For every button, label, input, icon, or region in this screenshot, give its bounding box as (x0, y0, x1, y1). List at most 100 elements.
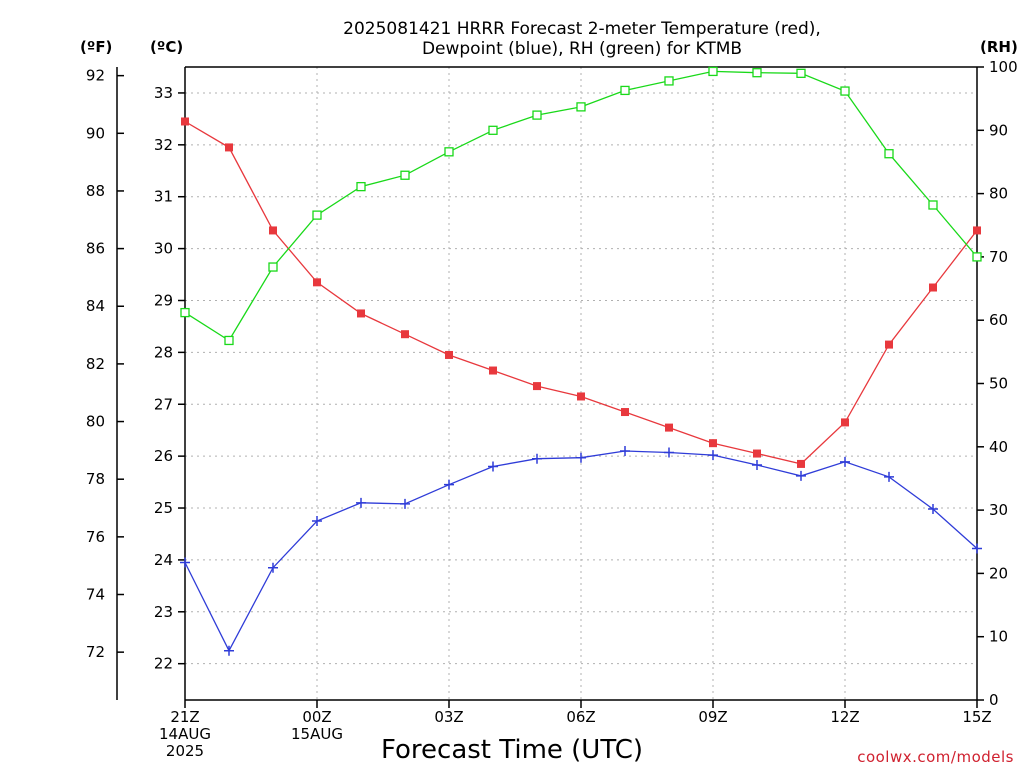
x-tick-label: 15Z (962, 708, 991, 726)
rh-tick-label: 40 (989, 438, 1008, 456)
data-point-rh (576, 102, 586, 112)
rh-tick-label: 30 (989, 501, 1008, 519)
data-point-rh (356, 181, 366, 192)
data-point-2-meter-temperature (973, 226, 981, 235)
x-tick-label: 21Z (170, 708, 199, 726)
data-point-2-meter-temperature (665, 423, 673, 432)
data-point-dewpoint (884, 471, 894, 482)
celsius-tick-label: 28 (154, 343, 173, 361)
data-point-dewpoint (576, 452, 586, 463)
rh-tick-label: 70 (989, 248, 1008, 266)
chart-title-line-2: Dewpoint (blue), RH (green) for KTMB (422, 39, 742, 59)
series-2-meter-temperature (181, 117, 981, 468)
data-point-rh (840, 86, 850, 96)
fahrenheit-tick-label: 90 (86, 124, 105, 142)
celsius-tick-label: 26 (154, 447, 173, 465)
data-point-2-meter-temperature (621, 408, 629, 417)
data-point-rh (620, 85, 630, 96)
fahrenheit-tick-label: 76 (86, 528, 105, 546)
data-point-rh (400, 170, 410, 180)
data-point-rh (312, 210, 322, 220)
celsius-tick-label: 32 (154, 136, 173, 154)
fahrenheit-tick-label: 82 (86, 355, 105, 373)
data-point-2-meter-temperature (929, 283, 937, 292)
data-point-dewpoint (532, 453, 542, 464)
rh-tick-label: 20 (989, 564, 1008, 582)
celsius-tick-label: 23 (154, 603, 173, 621)
data-point-dewpoint (752, 459, 762, 470)
x-tick-label: 00Z (302, 708, 331, 726)
data-point-rh (972, 252, 982, 262)
rh-axis-unit: (RH) (980, 38, 1018, 56)
data-point-2-meter-temperature (313, 278, 321, 287)
rh-tick-label: 80 (989, 185, 1008, 203)
data-point-dewpoint (708, 450, 718, 461)
data-point-2-meter-temperature (269, 226, 277, 235)
rh-tick-label: 50 (989, 375, 1008, 393)
data-point-rh (708, 66, 718, 77)
axes (116, 66, 984, 708)
data-point-dewpoint (180, 557, 190, 568)
data-point-dewpoint (928, 504, 938, 515)
data-series (180, 66, 982, 656)
data-point-rh (928, 200, 938, 210)
series-dewpoint (180, 445, 982, 656)
tick-labels: 22 23 24 25 26 27 28 29 30 31 32 33 72 74 76 78 80 82 84 86… (86, 58, 1018, 760)
data-point-rh (884, 149, 894, 159)
data-point-rh (796, 68, 806, 78)
series-line-2-meter-temperature (184, 120, 978, 465)
data-point-2-meter-temperature (445, 350, 453, 359)
rh-tick-label: 0 (989, 691, 999, 709)
data-point-2-meter-temperature (181, 117, 189, 126)
celsius-tick-label: 33 (154, 84, 173, 102)
data-point-rh (752, 68, 762, 78)
fahrenheit-tick-label: 80 (86, 413, 105, 431)
data-point-2-meter-temperature (753, 449, 761, 458)
celsius-tick-label: 24 (154, 551, 173, 569)
data-point-rh (224, 335, 234, 346)
rh-tick-label: 60 (989, 311, 1008, 329)
celsius-tick-label: 29 (154, 291, 173, 309)
data-point-rh (488, 125, 498, 135)
x-tick-label: 12Z (830, 708, 859, 726)
fahrenheit-tick-label: 84 (86, 297, 105, 315)
data-point-rh (532, 110, 542, 120)
data-point-2-meter-temperature (401, 330, 409, 339)
data-point-dewpoint (224, 645, 234, 656)
x-tick-label: 15AUG (291, 725, 343, 743)
fahrenheit-tick-label: 92 (86, 67, 105, 85)
data-point-rh (664, 76, 674, 86)
data-point-dewpoint (312, 515, 322, 526)
data-point-2-meter-temperature (709, 439, 717, 448)
x-tick-label: 06Z (566, 708, 595, 726)
chart-title-line-1: 2025081421 HRRR Forecast 2-meter Tempera… (343, 19, 821, 39)
rh-tick-label: 90 (989, 121, 1008, 139)
x-axis-label: Forecast Time (UTC) (381, 735, 643, 765)
data-point-dewpoint (400, 498, 410, 509)
data-point-2-meter-temperature (797, 459, 805, 468)
celsius-tick-label: 25 (154, 499, 173, 517)
fahrenheit-tick-label: 86 (86, 240, 105, 258)
rh-tick-label: 10 (989, 628, 1008, 646)
credit-text: coolwx.com/models (857, 748, 1014, 766)
data-point-2-meter-temperature (885, 340, 893, 349)
data-point-dewpoint (488, 461, 498, 472)
x-tick-label: 09Z (698, 708, 727, 726)
data-point-dewpoint (444, 479, 454, 490)
fahrenheit-tick-label: 74 (86, 586, 105, 604)
series-rh (180, 66, 982, 346)
x-tick-label: 2025 (166, 742, 204, 760)
data-point-rh (444, 147, 454, 157)
data-point-2-meter-temperature (489, 366, 497, 375)
data-point-2-meter-temperature (841, 418, 849, 427)
data-point-dewpoint (796, 470, 806, 481)
data-point-dewpoint (268, 562, 278, 573)
data-point-2-meter-temperature (533, 382, 541, 391)
fahrenheit-tick-label: 78 (86, 470, 105, 488)
x-tick-label: 14AUG (159, 725, 211, 743)
celsius-tick-label: 31 (154, 188, 173, 206)
rh-tick-label: 100 (989, 58, 1018, 76)
fahrenheit-tick-label: 88 (86, 182, 105, 200)
x-tick-label: 03Z (434, 708, 463, 726)
data-point-dewpoint (356, 497, 366, 508)
